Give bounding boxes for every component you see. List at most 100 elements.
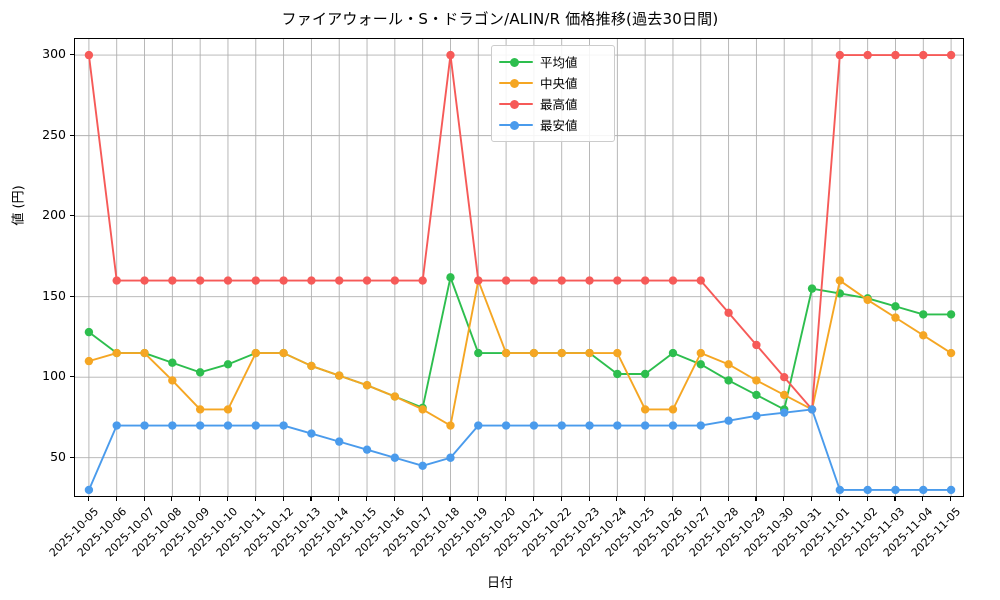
data-point <box>84 50 94 60</box>
data-point <box>946 348 956 358</box>
data-point <box>835 276 845 285</box>
data-point <box>752 411 761 421</box>
x-tick-mark <box>254 497 256 501</box>
data-point <box>251 421 260 430</box>
x-tick-mark <box>393 497 395 501</box>
series-line <box>87 279 953 427</box>
x-tick-mark <box>310 497 312 501</box>
data-point <box>613 276 622 285</box>
data-point <box>501 276 511 285</box>
data-point <box>335 371 344 380</box>
x-tick-mark <box>366 497 368 501</box>
x-tick-mark <box>671 497 674 501</box>
data-point <box>529 276 539 285</box>
data-point <box>335 437 344 446</box>
legend-label: 平均値 <box>540 55 578 70</box>
data-point <box>168 358 177 367</box>
y-tick-mark <box>70 215 74 217</box>
x-tick-mark <box>477 497 479 501</box>
data-point <box>474 348 483 358</box>
data-point <box>807 284 817 293</box>
x-tick-mark <box>449 497 451 501</box>
data-point <box>168 376 177 385</box>
data-point <box>362 445 372 454</box>
x-tick-mark <box>143 497 145 501</box>
data-point <box>195 405 205 414</box>
x-tick-mark <box>755 497 757 501</box>
data-point <box>752 390 761 400</box>
data-point <box>668 348 678 358</box>
y-tick-mark <box>70 54 74 56</box>
data-point <box>418 405 427 414</box>
legend-item-4[interactable]: 最安値 <box>499 114 607 135</box>
y-tick-label: 300 <box>42 46 66 62</box>
legend-item-1[interactable]: 平均値 <box>499 51 607 72</box>
chart-title: ファイアウォール・S・ドラゴン/ALIN/R 価格推移(過去30日間) <box>281 10 719 28</box>
data-point <box>335 276 344 285</box>
data-point <box>613 369 622 379</box>
x-axis-label: 日付 <box>486 576 513 591</box>
data-point <box>696 360 705 369</box>
data-point <box>946 50 956 60</box>
data-point <box>84 356 94 366</box>
x-tick-mark <box>421 497 423 501</box>
data-point <box>390 276 400 285</box>
data-point <box>112 276 121 285</box>
legend-marker-icon <box>499 55 533 69</box>
data-point <box>390 392 400 401</box>
data-series-group <box>84 50 956 495</box>
data-point <box>780 373 789 382</box>
data-point <box>863 50 872 60</box>
data-point <box>223 405 233 414</box>
data-point <box>168 276 177 285</box>
legend-item-2[interactable]: 中央値 <box>499 72 607 93</box>
data-point <box>696 276 705 285</box>
data-point <box>919 331 928 340</box>
data-point <box>223 421 233 430</box>
data-point <box>585 348 594 358</box>
series-line <box>87 408 953 491</box>
data-point <box>362 381 372 390</box>
data-point <box>84 327 94 337</box>
legend-marker-icon <box>499 97 533 111</box>
legend-marker-icon <box>499 118 533 132</box>
legend-item-3[interactable]: 最高値 <box>499 93 607 114</box>
x-tick-mark <box>505 497 507 501</box>
data-point <box>863 485 872 495</box>
data-point <box>195 276 205 285</box>
x-tick-mark <box>811 497 813 501</box>
data-point <box>891 313 900 322</box>
data-point <box>640 405 650 414</box>
data-point <box>279 276 288 285</box>
data-point <box>668 405 678 414</box>
data-point <box>446 273 455 282</box>
data-point <box>863 295 872 305</box>
y-tick-label: 100 <box>42 368 66 384</box>
data-point <box>835 50 845 60</box>
data-point <box>390 453 400 462</box>
data-point <box>585 421 594 430</box>
data-point <box>418 276 427 285</box>
data-point <box>835 485 845 495</box>
x-tick-mark <box>87 497 89 501</box>
x-tick-mark <box>727 497 729 501</box>
data-point <box>251 276 260 285</box>
data-point <box>529 421 539 430</box>
data-point <box>279 348 288 358</box>
y-tick-mark <box>70 134 74 136</box>
data-point <box>446 421 455 430</box>
data-point <box>724 376 733 385</box>
x-tick-mark <box>560 497 562 501</box>
data-point <box>696 421 705 430</box>
x-tick-mark <box>171 497 173 501</box>
x-tick-mark <box>783 497 785 501</box>
x-tick-mark <box>338 497 340 501</box>
data-point <box>724 360 733 369</box>
x-tick-mark <box>866 497 868 501</box>
data-point <box>446 453 455 462</box>
data-point <box>724 416 733 425</box>
y-tick-mark <box>70 295 74 297</box>
data-point <box>195 421 205 430</box>
y-tick-label: 200 <box>42 207 66 223</box>
